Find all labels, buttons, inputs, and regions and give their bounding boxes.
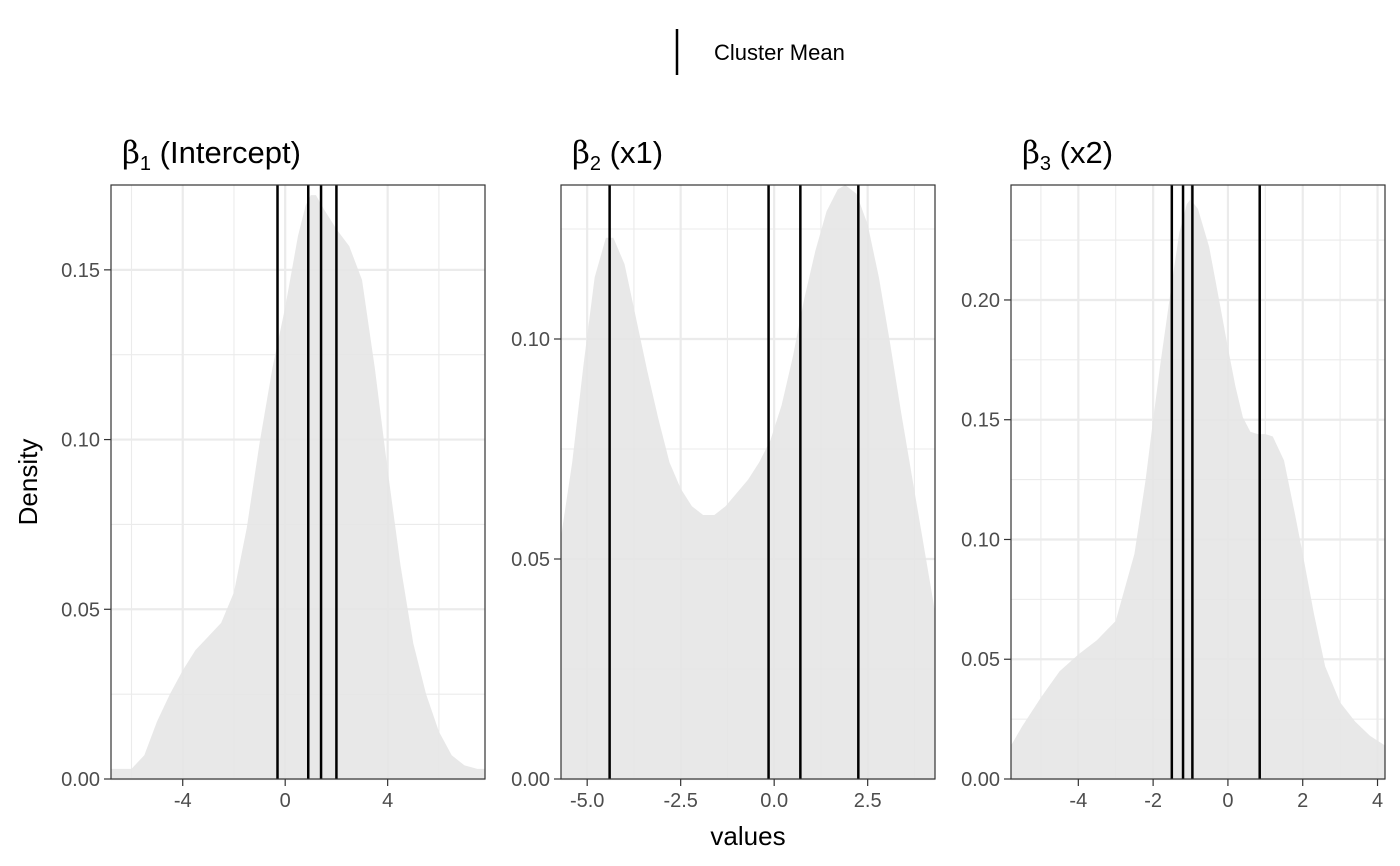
y-tick-label: 0.05 <box>511 549 550 571</box>
y-tick-label: 0.05 <box>61 599 100 621</box>
x-tick-label: 0.0 <box>760 790 788 812</box>
y-tick-label: 0.10 <box>961 529 1000 551</box>
x-tick-label: -4 <box>1069 790 1087 812</box>
y-tick-label: 0.10 <box>511 329 550 351</box>
panel-title: β2 (x1) <box>572 135 663 175</box>
panel-border <box>560 184 936 780</box>
density-area <box>111 195 485 779</box>
x-axis-title: values <box>710 821 785 851</box>
y-tick-label: 0.00 <box>61 769 100 791</box>
x-tick-label: 0 <box>1222 790 1233 812</box>
x-tick-label: -2.5 <box>663 790 697 812</box>
y-tick-label: 0.20 <box>961 290 1000 312</box>
x-tick-label: 0 <box>280 790 291 812</box>
legend: Cluster Mean <box>675 29 845 75</box>
y-tick-label: 0.15 <box>961 410 1000 432</box>
density-area <box>1011 199 1385 779</box>
panel-border <box>110 184 486 780</box>
y-tick-label: 0.10 <box>61 430 100 452</box>
facet-panel: -4 0 4 0.00 0.05 0.10 0.15 β1 (Intercept) <box>61 135 486 812</box>
x-tick-label: 2 <box>1297 790 1308 812</box>
facet-panel: -5.0 -2.5 0.0 2.5 0.00 0.05 0.10 β2 (x1) <box>511 135 936 812</box>
x-tick-label: -2 <box>1144 790 1162 812</box>
panel-title: β3 (x2) <box>1022 135 1113 175</box>
panel-border <box>1010 184 1386 780</box>
legend-label: Cluster Mean <box>714 40 845 65</box>
x-tick-label: -5.0 <box>570 790 604 812</box>
y-tick-label: 0.00 <box>511 769 550 791</box>
facet-panel: -4 -2 0 2 4 0.00 0.05 0.10 0.15 0.20 β3 (x2) <box>961 135 1386 812</box>
y-axis-title: Density <box>13 439 43 526</box>
y-tick-label: 0.15 <box>61 260 100 282</box>
panel-title: β1 (Intercept) <box>122 135 301 175</box>
x-tick-label: 2.5 <box>854 790 882 812</box>
x-tick-label: 4 <box>382 790 393 812</box>
x-tick-label: -4 <box>174 790 192 812</box>
y-tick-label: 0.05 <box>961 649 1000 671</box>
density-area <box>561 185 935 779</box>
x-tick-label: 4 <box>1372 790 1383 812</box>
y-tick-label: 0.00 <box>961 769 1000 791</box>
